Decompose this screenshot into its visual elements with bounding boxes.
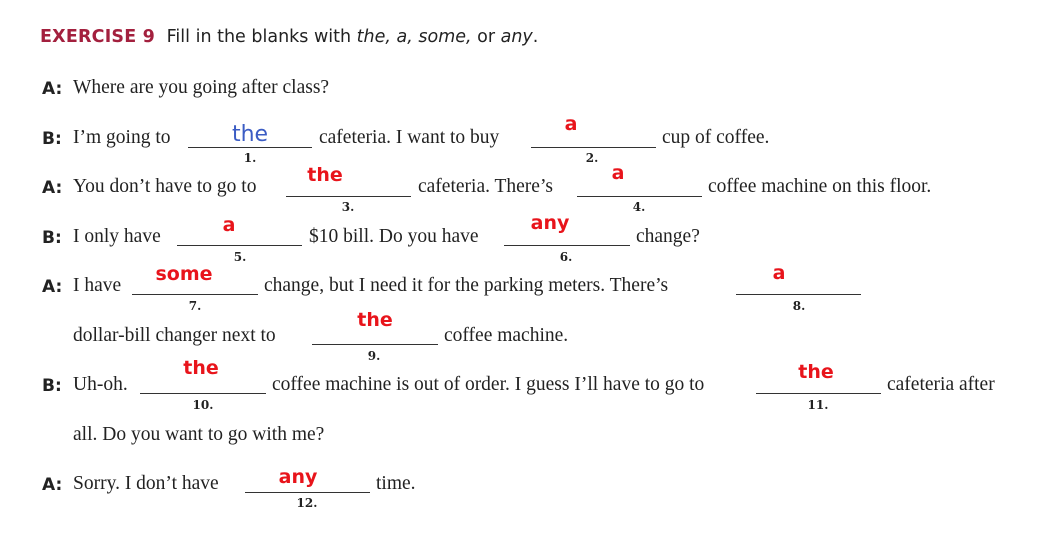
answer-7: some	[155, 263, 213, 285]
answer-9: the	[357, 309, 393, 331]
instruction-or: or	[471, 27, 501, 47]
blank-number-9: 9.	[367, 349, 381, 363]
blank-line-10[interactable]	[140, 393, 266, 394]
answer-11: the	[798, 361, 834, 383]
dialogue-text: Uh-oh.	[73, 374, 128, 395]
answer-1: the	[231, 122, 269, 147]
speaker-a: A:	[42, 475, 63, 495]
dialogue-text: change, but I need it for the parking me…	[264, 275, 669, 296]
blank-number-1: 1.	[243, 151, 257, 165]
blank-line-7[interactable]	[132, 294, 258, 295]
dialogue-text: $10 bill. Do you have	[309, 226, 479, 247]
speaker-a: A:	[42, 79, 63, 99]
blank-line-4[interactable]	[577, 196, 702, 197]
dialogue-text: I have	[73, 275, 122, 296]
blank-line-3[interactable]	[286, 196, 411, 197]
instruction-pre: Fill in the blanks with	[166, 27, 357, 47]
dialogue-text: cafeteria. There’s	[418, 176, 553, 197]
speaker-b: B:	[42, 376, 62, 396]
instruction-end: .	[532, 27, 539, 47]
blank-number-10: 10.	[192, 398, 214, 412]
blank-number-12: 12.	[296, 496, 318, 510]
answer-4: a	[611, 162, 625, 184]
dialogue-text: Sorry. I don’t have	[73, 473, 219, 494]
blank-number-5: 5.	[233, 250, 247, 264]
blank-number-6: 6.	[559, 250, 573, 264]
dialogue-text: cafeteria. I want to buy	[319, 127, 500, 148]
dialogue-text: You don’t have to go to	[73, 176, 257, 197]
dialogue-text: time.	[376, 473, 416, 494]
answer-5: a	[222, 214, 236, 236]
blank-line-6[interactable]	[504, 245, 630, 246]
answer-12: any	[278, 466, 318, 488]
dialogue-text: I only have	[73, 226, 161, 247]
blank-line-2[interactable]	[531, 147, 656, 148]
speaker-a: A:	[42, 277, 63, 297]
dialogue-text: cafeteria after	[887, 374, 995, 395]
blank-line-5[interactable]	[177, 245, 302, 246]
answer-8: a	[772, 262, 786, 284]
answer-2: a	[564, 113, 578, 135]
speaker-b: B:	[42, 228, 62, 248]
blank-line-11[interactable]	[756, 393, 881, 394]
blank-line-12[interactable]	[245, 492, 370, 493]
blank-line-9[interactable]	[312, 344, 438, 345]
blank-number-2: 2.	[585, 151, 599, 165]
answer-3: the	[307, 164, 343, 186]
exercise-header: EXERCISE 9 Fill in the blanks with the, …	[40, 27, 538, 47]
answer-10: the	[183, 357, 219, 379]
blank-line-1[interactable]	[188, 147, 312, 148]
blank-line-8[interactable]	[736, 294, 861, 295]
dialogue-text: all. Do you want to go with me?	[73, 424, 325, 445]
blank-number-11: 11.	[807, 398, 829, 412]
dialogue-text: coffee machine.	[444, 325, 569, 346]
speaker-b: B:	[42, 129, 62, 149]
dialogue-text: cup of coffee.	[662, 127, 770, 148]
dialogue-text: coffee machine is out of order. I guess …	[272, 374, 705, 395]
exercise-label: EXERCISE 9	[40, 27, 156, 47]
dialogue-text: Where are you going after class?	[73, 77, 330, 98]
instruction-words: the, a, some,	[356, 27, 472, 47]
dialogue-text: coffee machine on this floor.	[708, 176, 932, 197]
instruction-last: any	[500, 27, 533, 47]
dialogue-text: dollar-bill changer next to	[73, 325, 276, 346]
blank-number-7: 7.	[188, 299, 202, 313]
dialogue-text: I’m going to	[73, 127, 171, 148]
blank-number-3: 3.	[341, 200, 355, 214]
speaker-a: A:	[42, 178, 63, 198]
dialogue-text: change?	[636, 226, 700, 247]
blank-number-8: 8.	[792, 299, 806, 313]
blank-number-4: 4.	[632, 200, 646, 214]
answer-6: any	[530, 212, 570, 234]
